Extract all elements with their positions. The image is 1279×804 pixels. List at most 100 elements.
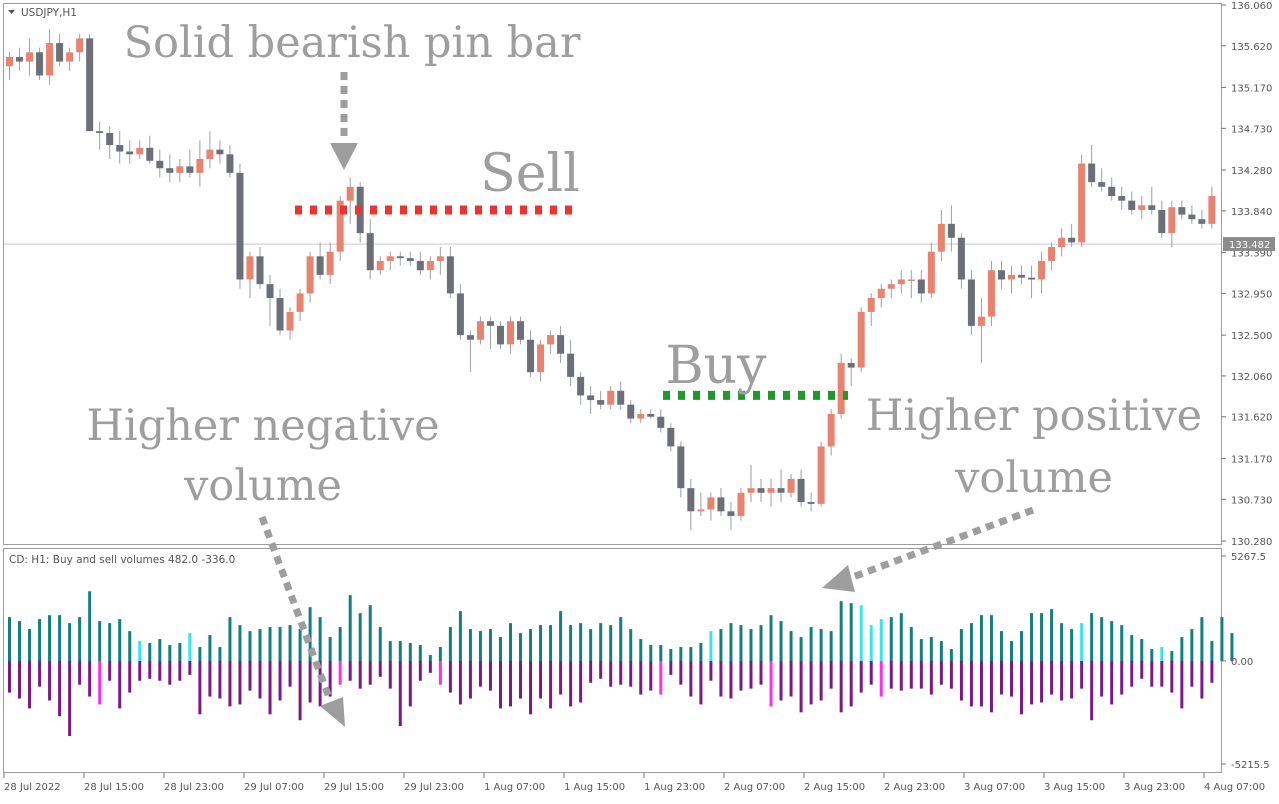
buy-volume-bar	[48, 615, 52, 661]
sell-volume-bar	[268, 661, 272, 715]
sell-volume-bar	[629, 661, 633, 687]
sell-volume-bar	[819, 661, 823, 701]
candle-body	[557, 335, 565, 354]
candle-body	[517, 321, 525, 340]
candle-body	[1108, 186, 1116, 197]
candle-body	[1068, 237, 1076, 243]
buy-volume-bar	[1200, 617, 1204, 661]
buy-volume-bar	[739, 625, 743, 661]
candle-body	[366, 233, 374, 271]
candle-body	[436, 256, 444, 261]
sell-volume-bar	[388, 661, 392, 689]
sell-volume-bar	[1110, 661, 1114, 705]
sell-volume-bar	[38, 661, 42, 687]
price-panel-frame	[3, 3, 1222, 545]
price-tick-label: 130.280	[1231, 537, 1272, 548]
candle-body	[116, 145, 124, 152]
buy-volume-bar	[388, 641, 392, 661]
dropdown-triangle-icon[interactable]	[8, 10, 15, 14]
sell-volume-bar	[228, 661, 232, 707]
buy-volume-bar	[939, 641, 943, 661]
buy-volume-bar	[599, 623, 603, 661]
price-tick-label: 132.500	[1231, 331, 1272, 342]
price-tick-label: 135.620	[1231, 42, 1272, 53]
sell-volume-bar	[839, 661, 843, 713]
buy-volume-bar	[228, 617, 232, 661]
buy-volume-bar	[1100, 617, 1104, 661]
candle-body	[1198, 219, 1206, 224]
candle-body	[1048, 247, 1056, 261]
candle-body	[627, 404, 635, 419]
sell-volume-bar	[348, 661, 352, 681]
buy-volume-bar	[448, 627, 452, 661]
buy-volume-bar	[1050, 609, 1054, 661]
negative-volume-arrowhead-icon	[320, 697, 345, 727]
positive-volume-arrow-icon	[848, 506, 1035, 582]
buy-volume-bar	[1060, 623, 1064, 661]
sell-volume-bar	[458, 661, 462, 705]
buy-volume-bar	[338, 627, 342, 661]
candle-body	[647, 413, 655, 417]
sell-volume-bar	[1010, 661, 1013, 697]
candle-body	[987, 270, 995, 317]
candle-body	[1038, 260, 1046, 280]
indicator-label: CD: H1: Buy and sell volumes 482.0 -336.…	[9, 554, 235, 566]
sell-volume-bar	[98, 661, 102, 705]
sell-volume-bar	[308, 661, 312, 703]
symbol-label[interactable]: USDJPY,H1	[21, 7, 77, 19]
buy-volume-bar	[1020, 631, 1024, 661]
buy-volume-bar	[458, 611, 462, 661]
sell-volume-bar	[1140, 661, 1144, 679]
buy-volume-bar	[1070, 629, 1074, 661]
sell-volume-bar	[809, 661, 813, 705]
buy-volume-bar	[1150, 649, 1154, 661]
buy-volume-bar	[859, 605, 863, 661]
sell-volume-bar	[789, 661, 793, 697]
sell-volume-bar	[58, 661, 62, 717]
buy-volume-bar	[889, 617, 893, 661]
buy-volume-bar	[949, 649, 953, 661]
sell-volume-bar	[318, 661, 322, 707]
candle-body	[236, 172, 244, 280]
time-axis: 28 Jul 2022 28 Jul 15:00 28 Jul 23:00 29 Ju…	[3, 773, 1265, 793]
volume-tick-label: 5267.5	[1231, 552, 1266, 563]
buy-volume-bar	[929, 637, 933, 661]
volume-panel-frame	[3, 548, 1222, 773]
candle-body	[66, 52, 74, 62]
buy-volume-bar	[979, 615, 983, 661]
sell-volume-bar	[288, 661, 292, 687]
buy-volume-bar	[148, 643, 152, 661]
buy-volume-bar	[418, 645, 422, 661]
buy-volume-bar	[879, 619, 883, 661]
buy-volume-bar	[478, 631, 482, 661]
sell-volume-bar	[1050, 661, 1054, 695]
candle-body	[186, 166, 194, 173]
sell-volume-bar	[1120, 661, 1124, 695]
sell-volume-bar	[959, 661, 963, 701]
sell-volume-bar	[599, 661, 603, 679]
sell-volume-bar	[398, 661, 402, 727]
buy-annotation: Buy	[665, 336, 767, 396]
sell-volume-bar	[559, 661, 563, 695]
buy-volume-bar	[188, 633, 192, 661]
buy-volume-bar	[759, 625, 763, 661]
buy-volume-bar	[969, 623, 973, 661]
buy-volume-bar	[909, 627, 913, 661]
candle-body	[897, 279, 905, 285]
buy-volume-bar	[58, 615, 62, 661]
buy-volume-bar	[709, 631, 713, 661]
candle-body	[547, 335, 555, 345]
candle-body	[707, 497, 715, 510]
sell-volume-bar	[699, 661, 703, 705]
candle-body	[166, 168, 174, 173]
sell-volume-bar	[108, 661, 112, 681]
sell-volume-bar	[939, 661, 943, 685]
candle-body	[126, 151, 134, 155]
sell-volume-bar	[799, 661, 803, 713]
buy-volume-bar	[218, 647, 222, 661]
sell-volume-bar	[238, 661, 242, 705]
negative-volume-annotation-line1: Higher negative	[86, 401, 439, 451]
sell-volume-bar	[1180, 661, 1184, 709]
buy-volume-bar	[1110, 621, 1114, 661]
buy-volume-bar	[1120, 625, 1124, 661]
